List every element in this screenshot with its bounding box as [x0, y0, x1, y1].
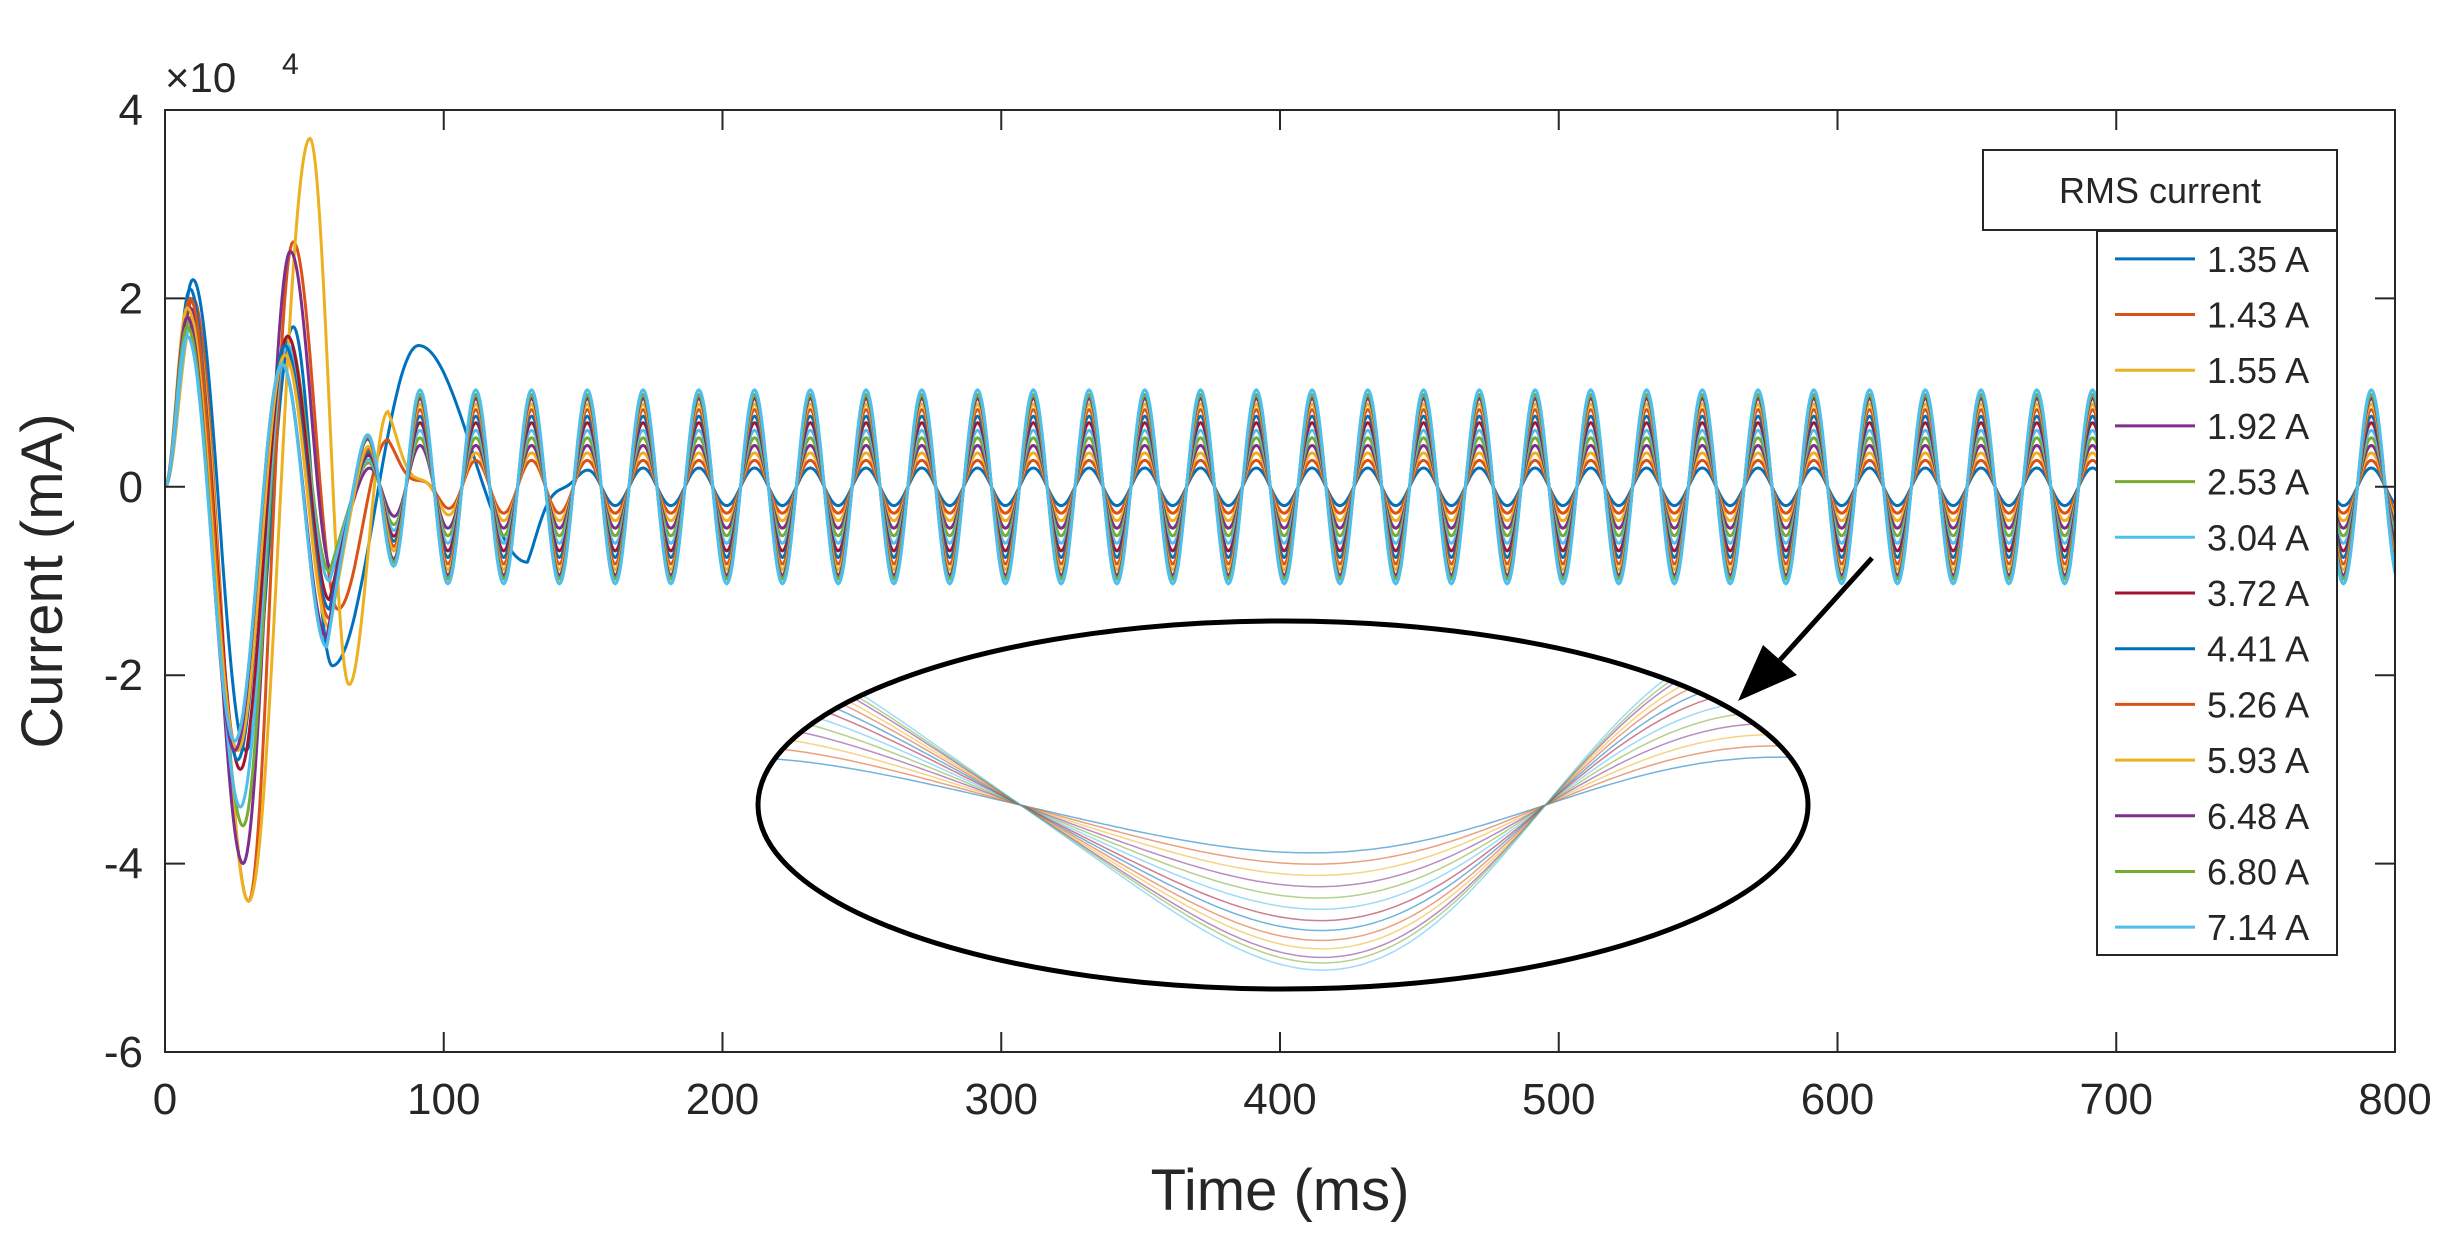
- legend-label: 3.04 A: [2207, 517, 2309, 558]
- inset-series-line: [758, 678, 1808, 932]
- y-tick-label: 2: [119, 274, 143, 323]
- legend-label: 2.53 A: [2207, 462, 2309, 503]
- x-tick-label: 200: [686, 1075, 759, 1124]
- legend-label: 6.80 A: [2207, 851, 2309, 892]
- inset-series-line: [758, 688, 1808, 922]
- legend-label: 4.41 A: [2207, 629, 2309, 670]
- y-ticks: -6 -4 -2 0 2 4: [104, 86, 2395, 1077]
- legend-items: 1.35 A 1.43 A 1.55 A 1.92 A 2.53 A 3.04 A 3.72…: [2115, 239, 2309, 948]
- legend-label: 6.48 A: [2207, 796, 2309, 837]
- y-tick-label: 4: [119, 86, 143, 135]
- y-tick-label: -2: [104, 651, 143, 700]
- y-tick-label: -6: [104, 1028, 143, 1077]
- inset-series-line: [758, 639, 1808, 971]
- y-tick-label: 0: [119, 463, 143, 512]
- y-tick-label: -4: [104, 840, 143, 889]
- x-tick-label: 800: [2358, 1075, 2431, 1124]
- plot-area: 0 100 200 300 400 500 600 700 800 -6 -4 -2 0 2 4: [104, 86, 2432, 1124]
- legend-label: 5.93 A: [2207, 740, 2309, 781]
- inset-waveforms: [758, 639, 1808, 971]
- legend-label: 5.26 A: [2207, 684, 2309, 725]
- legend-title-box: [1982, 149, 2338, 231]
- y-axis-label: Current (mA): [10, 413, 75, 748]
- x-ticks: 0 100 200 300 400 500 600 700 800: [153, 110, 2432, 1124]
- x-tick-label: 100: [407, 1075, 480, 1124]
- zoom-arrow: [1738, 556, 1874, 701]
- x-tick-label: 600: [1801, 1075, 1874, 1124]
- x-tick-label: 0: [153, 1075, 177, 1124]
- zoom-arrow-shaft: [1778, 556, 1874, 662]
- x-tick-label: 700: [2080, 1075, 2153, 1124]
- legend-label: 1.92 A: [2207, 406, 2309, 447]
- legend: RMS current 1.35 A 1.43 A 1.55 A 1.92 A 2.53…: [1982, 149, 2338, 956]
- inset-series-line: [758, 699, 1808, 911]
- inset-series-line: [758, 733, 1808, 877]
- legend-label: 1.55 A: [2207, 350, 2309, 391]
- legend-title: RMS current: [2059, 170, 2261, 211]
- y-exponent-power: 4: [282, 48, 299, 81]
- x-tick-label: 400: [1243, 1075, 1316, 1124]
- inset-series-line: [758, 646, 1808, 964]
- series-line: [165, 334, 2395, 743]
- inset-series-line: [758, 651, 1808, 959]
- inset-series-line: [758, 756, 1808, 854]
- y-exponent-base: ×10: [165, 54, 236, 101]
- legend-label: 3.72 A: [2207, 573, 2309, 614]
- zoom-arrow-head: [1738, 645, 1797, 701]
- inset-series-line: [758, 668, 1808, 942]
- inset-series-line: [758, 722, 1808, 888]
- inset-series-line: [758, 711, 1808, 899]
- x-tick-label: 300: [965, 1075, 1038, 1124]
- zoom-inset: [755, 618, 1811, 992]
- x-axis-label: Time (ms): [1151, 1158, 1410, 1223]
- inset-series-line: [758, 745, 1808, 865]
- legend-label: 1.35 A: [2207, 239, 2309, 280]
- legend-label: 7.14 A: [2207, 907, 2309, 948]
- inset-ellipse-fill: [758, 621, 1808, 989]
- inset-series-line: [758, 660, 1808, 950]
- inset-ellipse-border: [755, 618, 1811, 992]
- legend-label: 1.43 A: [2207, 295, 2309, 336]
- series-layer: [165, 136, 2395, 903]
- x-tick-label: 500: [1522, 1075, 1595, 1124]
